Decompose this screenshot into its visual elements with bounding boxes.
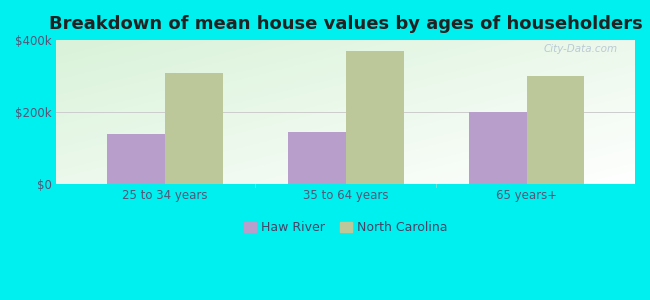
Bar [107, 134, 165, 184]
Title: Breakdown of mean house values by ages of householders: Breakdown of mean house values by ages o… [49, 15, 643, 33]
Text: City-Data.com: City-Data.com [543, 44, 618, 54]
Bar [526, 76, 584, 184]
Bar [346, 51, 404, 184]
Bar [288, 132, 346, 184]
Legend: Haw River, North Carolina: Haw River, North Carolina [239, 216, 453, 239]
Bar [165, 73, 223, 184]
Bar [469, 112, 526, 184]
